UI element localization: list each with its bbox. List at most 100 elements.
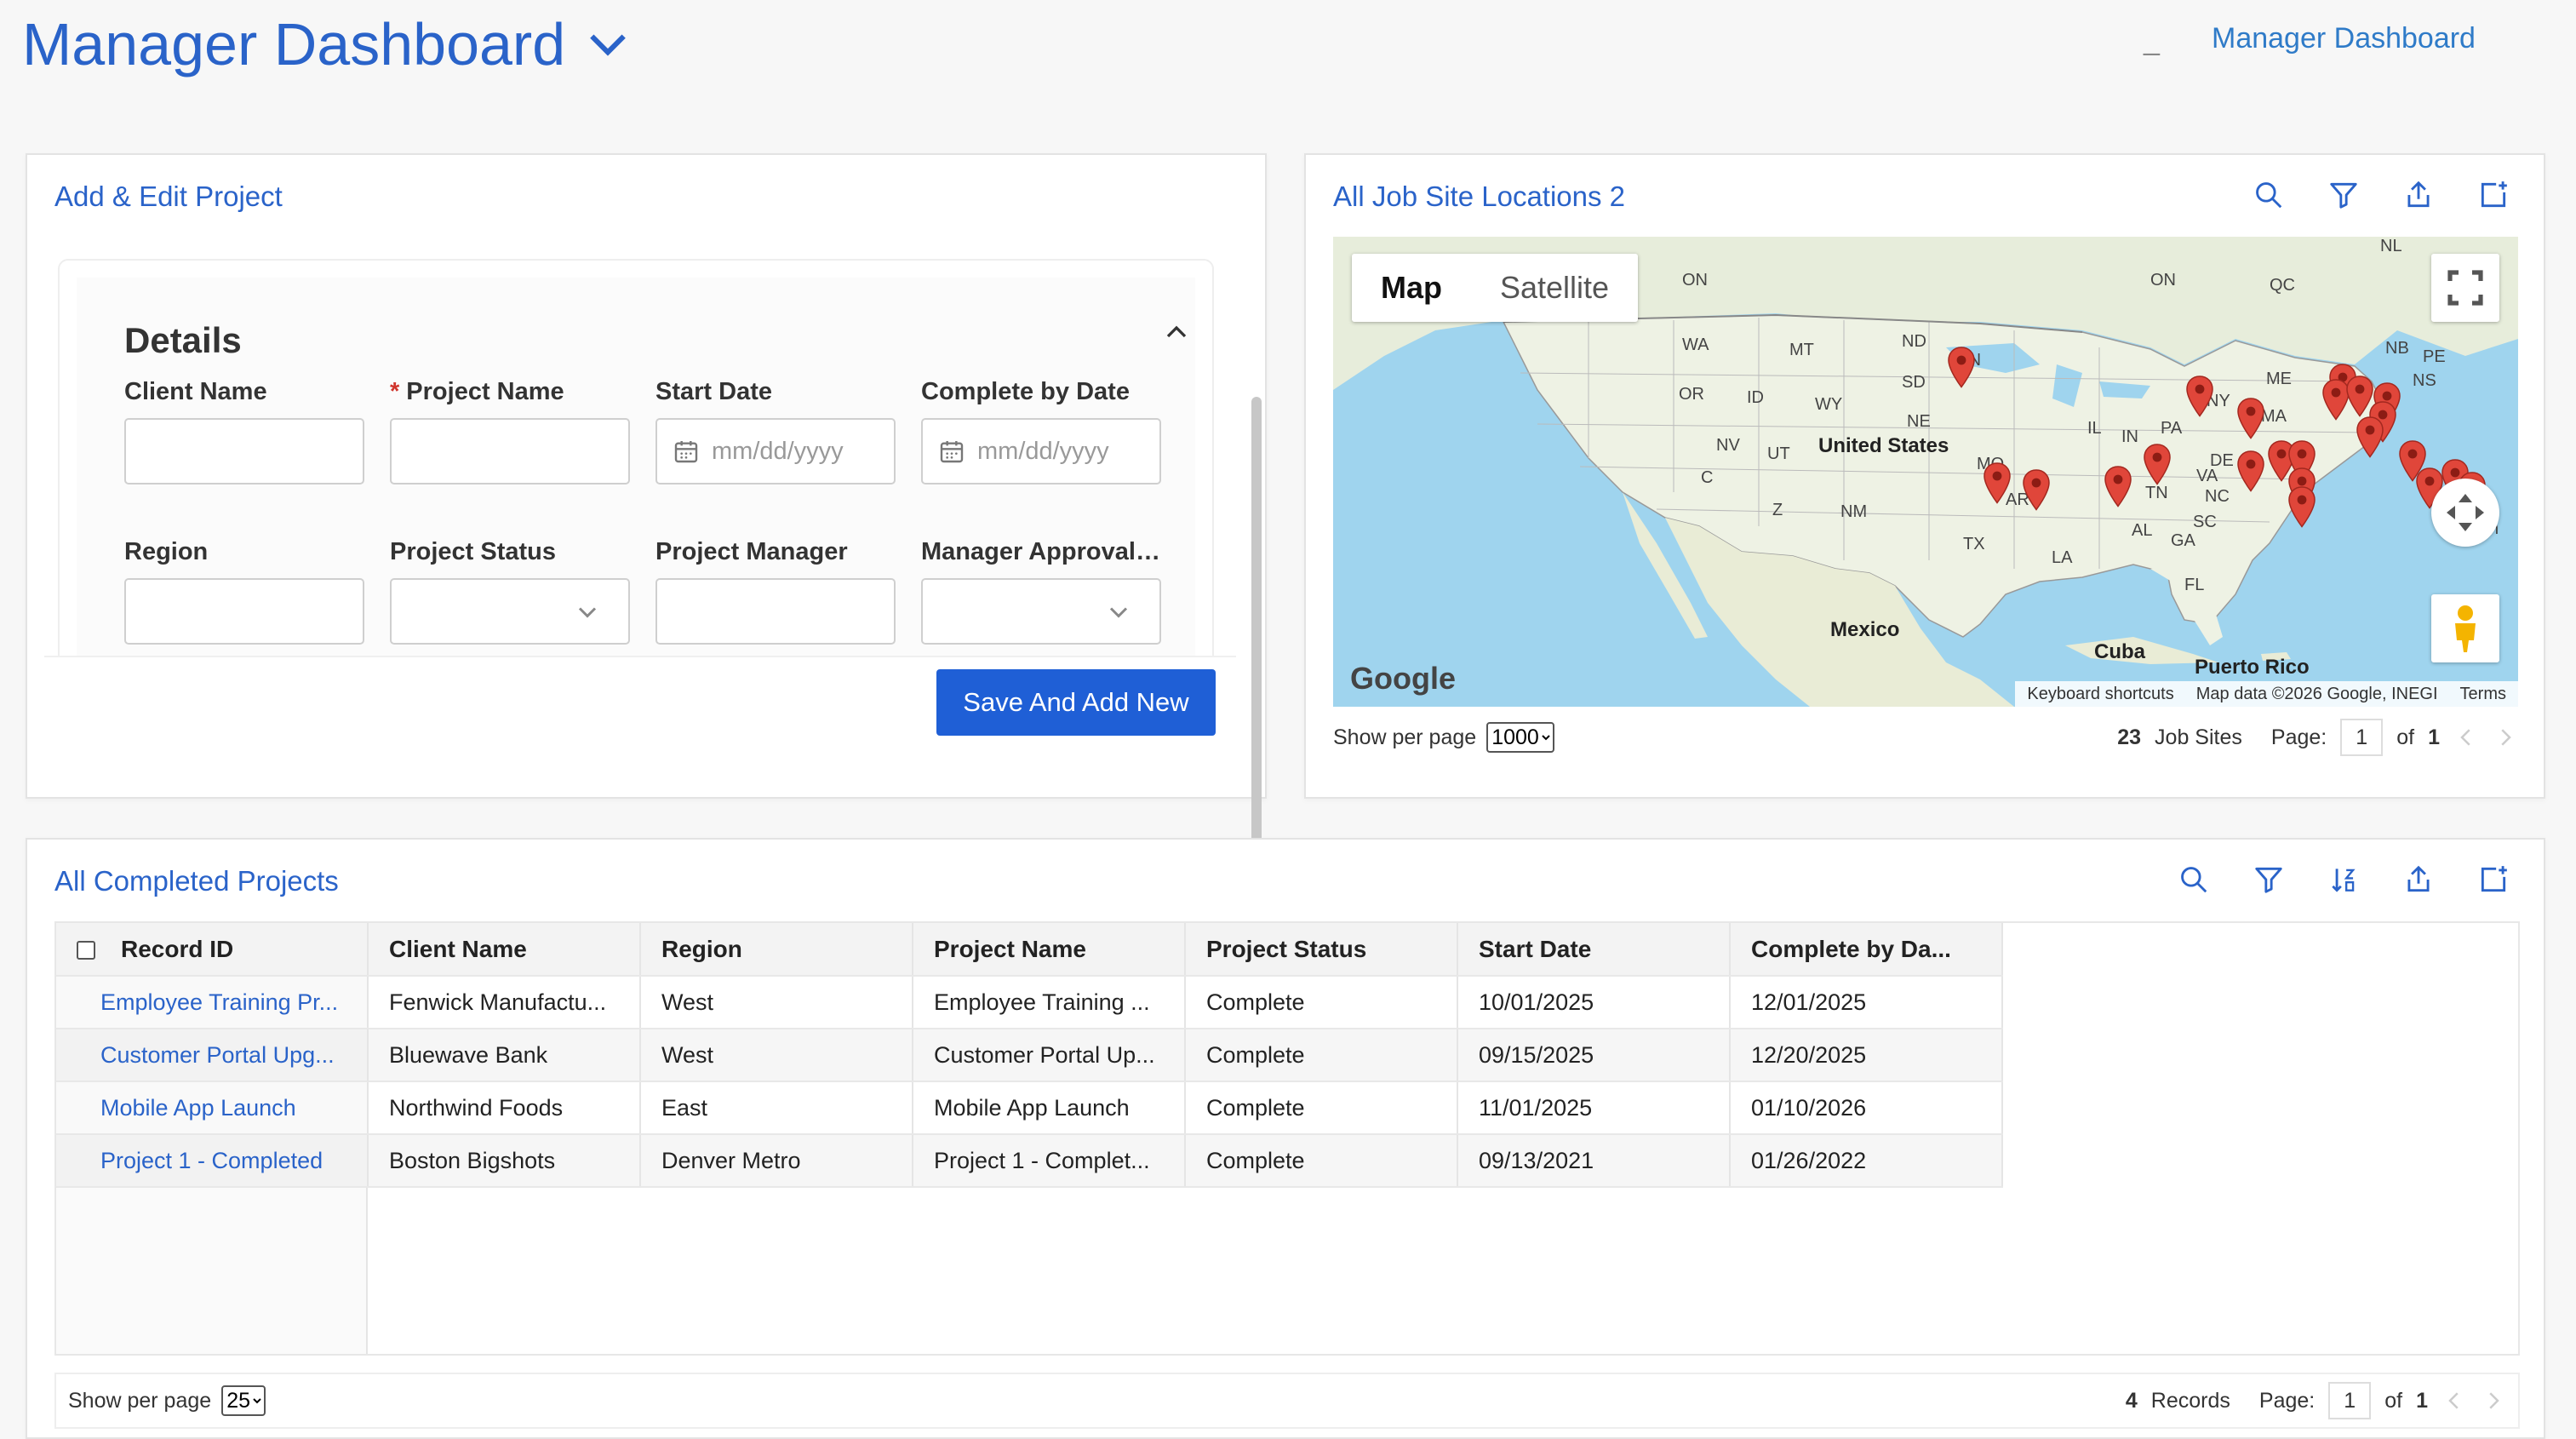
map-label-TX: TX: [1963, 535, 1985, 553]
cell-project-status: Complete: [1185, 1134, 1458, 1188]
keyboard-shortcuts-link[interactable]: Keyboard shortcuts: [2027, 684, 2174, 703]
date-placeholder: mm/dd/yyyy: [712, 437, 844, 465]
record-id-link[interactable]: Employee Training Pr...: [56, 976, 369, 1029]
project-manager-input[interactable]: [655, 578, 896, 645]
map-pin-icon[interactable]: [2142, 443, 2172, 487]
text-input[interactable]: [407, 437, 613, 466]
map-pin-icon[interactable]: [2355, 416, 2385, 460]
map-label-NM: NM: [1840, 502, 1868, 521]
page-input[interactable]: 1: [2340, 719, 2384, 756]
table-row[interactable]: Mobile App Launch Northwind Foods East M…: [56, 1081, 2003, 1135]
map-pin-icon[interactable]: [2344, 375, 2375, 419]
select-all-checkbox[interactable]: [77, 941, 95, 960]
map-view[interactable]: ON ON QC NL NB PE NS WA MT ND MN OR ID S…: [1333, 237, 2518, 707]
column-label: Record ID: [121, 935, 234, 962]
record-id-link[interactable]: Project 1 - Completed: [56, 1134, 369, 1188]
map-label-IL: IL: [2087, 419, 2102, 438]
cell-region: East: [640, 1081, 913, 1135]
add-icon[interactable]: [2477, 863, 2510, 896]
search-icon[interactable]: [2253, 179, 2285, 211]
project-name-input[interactable]: [390, 418, 630, 484]
map-pin-icon[interactable]: [2287, 485, 2317, 530]
map-pin-icon[interactable]: [2103, 465, 2133, 509]
manager-approval-select[interactable]: [921, 578, 1161, 645]
export-icon[interactable]: [2402, 863, 2435, 896]
record-id-link[interactable]: Mobile App Launch: [56, 1081, 369, 1135]
record-id-link[interactable]: Customer Portal Upg...: [56, 1029, 369, 1082]
map-pin-icon[interactable]: [2235, 450, 2266, 494]
field-label: Start Date: [655, 378, 772, 405]
complete-by-date-input[interactable]: mm/dd/yyyy: [921, 418, 1161, 484]
per-page-select[interactable]: 25: [221, 1385, 266, 1416]
column-header-complete-by-date[interactable]: Complete by Da...: [1730, 923, 2003, 977]
per-page-select[interactable]: 1000: [1486, 722, 1555, 753]
map-label-mexico: Mexico: [1830, 618, 1900, 641]
field-complete-by-date: Complete by Date mm/dd/yyyy: [921, 378, 1161, 484]
map-label-puerto-rico: Puerto Rico: [2195, 656, 2310, 679]
field-label: Complete by Date: [921, 378, 1130, 405]
required-mark: *: [390, 378, 400, 405]
projects-table: Record ID Client Name Region Project Nam…: [56, 923, 2003, 1188]
chevron-up-icon[interactable]: [1159, 315, 1194, 349]
text-input[interactable]: [673, 597, 879, 626]
add-icon[interactable]: [2477, 179, 2510, 211]
total-pages: 1: [2428, 725, 2440, 749]
search-icon[interactable]: [2178, 863, 2210, 896]
panel-title[interactable]: Add & Edit Project: [54, 181, 283, 212]
add-edit-project-panel: Add & Edit Project Details Client Name *…: [26, 153, 1267, 848]
panel-title[interactable]: All Completed Projects: [54, 865, 339, 897]
sort-icon[interactable]: [2327, 863, 2360, 896]
map-pin-icon[interactable]: [2021, 468, 2052, 513]
dashboard-title-dropdown[interactable]: Manager Dashboard: [22, 10, 632, 78]
column-header-client-name[interactable]: Client Name: [368, 923, 641, 977]
app-header: Manager Dashboard _ Manager Dashboard: [0, 0, 2576, 94]
prev-page-icon[interactable]: [2441, 1388, 2467, 1413]
fullscreen-icon[interactable]: [2431, 254, 2499, 322]
table-row[interactable]: Customer Portal Upg... Bluewave Bank Wes…: [56, 1029, 2003, 1082]
map-pin-icon[interactable]: [2321, 378, 2351, 422]
map-type-map[interactable]: Map: [1381, 270, 1442, 305]
show-per-page-label: Show per page: [1333, 725, 1477, 749]
form-scrollbar[interactable]: [1248, 240, 1267, 848]
map-type-toggle: Map Satellite: [1352, 254, 1639, 322]
map-label-NL: NL: [2380, 237, 2402, 255]
export-icon[interactable]: [2402, 179, 2435, 211]
map-pin-icon[interactable]: [1982, 462, 2012, 506]
next-page-icon[interactable]: [2481, 1388, 2506, 1413]
filter-icon[interactable]: [2327, 179, 2360, 211]
cell-complete-by-date: 12/20/2025: [1730, 1029, 2003, 1082]
region-input[interactable]: [124, 578, 364, 645]
map-label-SD: SD: [1902, 373, 1926, 392]
street-view-pegman-icon[interactable]: [2431, 594, 2499, 662]
table-row[interactable]: Project 1 - Completed Boston Bigshots De…: [56, 1134, 2003, 1188]
map-pin-icon[interactable]: [2235, 397, 2266, 441]
map-label-ON: ON: [2150, 271, 2176, 290]
text-input[interactable]: [141, 437, 347, 466]
header-dashboard-link[interactable]: Manager Dashboard: [2212, 22, 2476, 54]
column-header-project-status[interactable]: Project Status: [1185, 923, 1458, 977]
section-title: Details: [124, 320, 242, 360]
column-header-start-date[interactable]: Start Date: [1457, 923, 1731, 977]
pan-control-icon[interactable]: [2431, 479, 2499, 547]
column-header-region[interactable]: Region: [640, 923, 913, 977]
prev-page-icon[interactable]: [2453, 725, 2479, 750]
next-page-icon[interactable]: [2493, 725, 2518, 750]
start-date-input[interactable]: mm/dd/yyyy: [655, 418, 896, 484]
map-pin-icon[interactable]: [2397, 439, 2428, 484]
client-name-input[interactable]: [124, 418, 364, 484]
map-pin-icon[interactable]: [1946, 346, 1977, 390]
table-row[interactable]: Employee Training Pr... Fenwick Manufact…: [56, 976, 2003, 1029]
text-input[interactable]: [141, 597, 347, 626]
terms-link[interactable]: Terms: [2459, 684, 2506, 703]
save-and-add-new-button[interactable]: Save And Add New: [936, 669, 1216, 736]
page-input[interactable]: 1: [2328, 1382, 2372, 1419]
column-header-record-id[interactable]: Record ID: [56, 923, 369, 977]
map-type-satellite[interactable]: Satellite: [1500, 270, 1610, 305]
column-header-project-name[interactable]: Project Name: [913, 923, 1186, 977]
map-pin-icon[interactable]: [2184, 375, 2215, 419]
filter-icon[interactable]: [2253, 863, 2285, 896]
scrollbar-thumb[interactable]: [1251, 397, 1262, 848]
panel-title[interactable]: All Job Site Locations 2: [1333, 181, 1626, 212]
map-label-FL: FL: [2184, 576, 2205, 594]
project-status-select[interactable]: [390, 578, 630, 645]
